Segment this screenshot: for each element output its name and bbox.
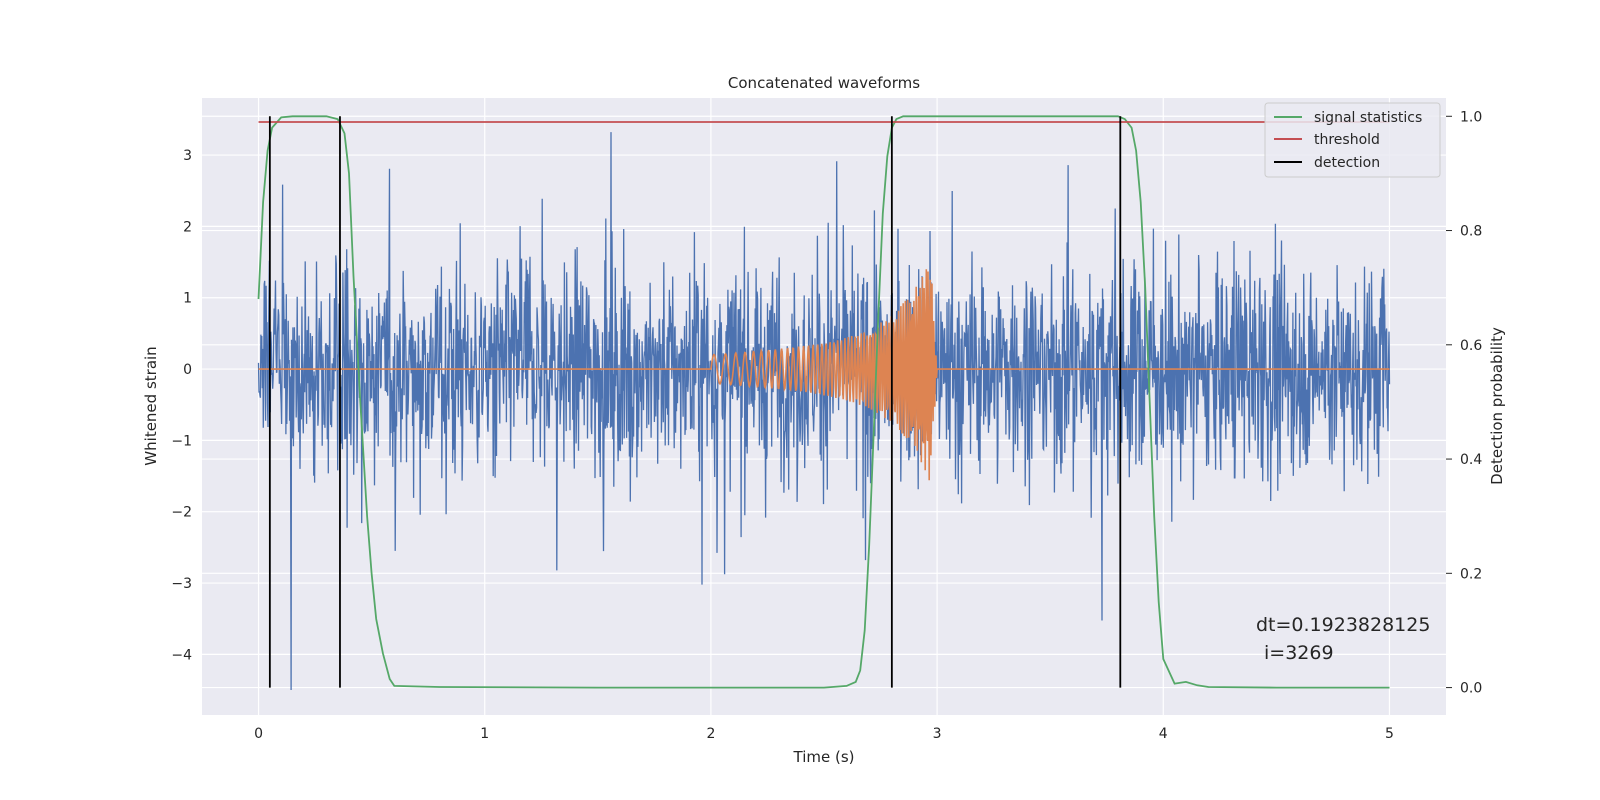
data-layer <box>257 115 1391 691</box>
x-tick-label: 3 <box>933 726 942 742</box>
x-tick-label: 4 <box>1159 726 1168 742</box>
legend-label-detection: detection <box>1314 155 1380 171</box>
injected-waveform-line <box>258 269 1390 481</box>
x-tick-label: 0 <box>254 726 263 742</box>
y-tick-label: −4 <box>171 647 192 663</box>
strain-series-line <box>257 132 1391 691</box>
chart-title: Concatenated waveforms <box>728 74 920 92</box>
y-tick-label: −2 <box>171 505 192 521</box>
legend-item-threshold: threshold <box>1274 132 1380 148</box>
y2-axis-title: Detection probability <box>1488 327 1506 485</box>
y-tick-label: 1 <box>183 291 192 307</box>
signal-statistics-line <box>257 115 1390 689</box>
x-tick-label: 5 <box>1385 726 1394 742</box>
y2-tick-label: 0.4 <box>1460 452 1482 468</box>
annotation-index: i=3269 <box>1264 642 1334 664</box>
y-axis-title: Whitened strain <box>142 346 160 465</box>
x-tick-label: 1 <box>480 726 489 742</box>
legend: signal statistics threshold detection <box>1264 102 1441 178</box>
y-tick-label: −1 <box>171 433 192 449</box>
y2-tick-label: 0.0 <box>1460 681 1482 697</box>
y2-tick-label: 0.2 <box>1460 566 1482 582</box>
y-tick-label: 2 <box>183 219 192 235</box>
axes: 0 1 2 3 4 5 −4 −3 −2 −1 0 1 2 3 0.0 0.2 0.4 0.6 0.8 1.0 <box>171 109 1482 742</box>
legend-item-detection: detection <box>1274 155 1380 171</box>
legend-item-signal-statistics: signal statistics <box>1274 110 1422 126</box>
x-tick-label: 2 <box>706 726 715 742</box>
y-tick-label: −3 <box>171 576 192 592</box>
x-axis-title: Time (s) <box>793 748 855 766</box>
y2-tick-label: 0.6 <box>1460 338 1482 354</box>
legend-label-signal-statistics: signal statistics <box>1314 110 1422 126</box>
y2-tick-label: 1.0 <box>1460 109 1482 125</box>
y-tick-label: 0 <box>183 362 192 378</box>
legend-label-threshold: threshold <box>1314 132 1380 148</box>
annotation-dt: dt=0.1923828125 <box>1256 614 1430 636</box>
y-tick-label: 3 <box>183 148 192 164</box>
y2-tick-label: 0.8 <box>1460 224 1482 240</box>
legend-box <box>1264 102 1441 178</box>
